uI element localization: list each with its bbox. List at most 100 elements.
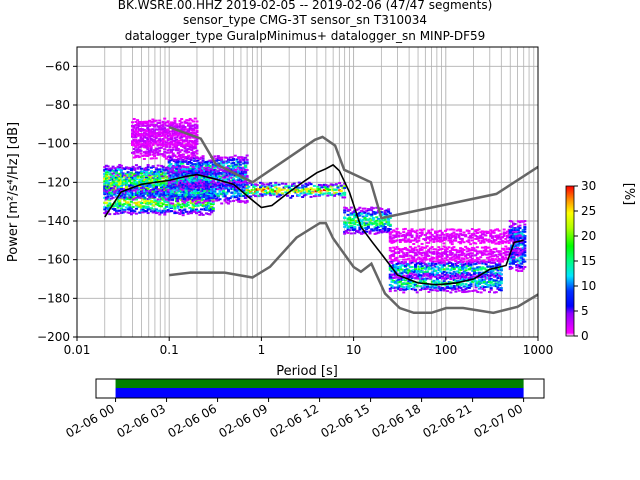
density-cell	[153, 119, 157, 122]
density-cell	[242, 172, 246, 175]
density-cell	[201, 182, 205, 185]
density-cell	[309, 183, 313, 186]
density-cell	[439, 252, 443, 255]
density-cell	[437, 267, 441, 270]
density-cell	[156, 176, 160, 179]
density-cell	[146, 168, 150, 171]
density-cell	[146, 152, 150, 155]
density-cell	[360, 209, 364, 212]
density-cell	[156, 170, 160, 173]
density-cell	[398, 268, 402, 271]
density-cell	[132, 156, 136, 159]
density-cell	[108, 167, 112, 170]
density-cell	[134, 207, 138, 210]
density-cell	[136, 130, 140, 133]
density-cell	[132, 126, 136, 129]
density-cell	[469, 263, 473, 266]
density-cell	[306, 192, 310, 195]
density-cell	[137, 141, 141, 144]
density-cell	[174, 171, 178, 174]
density-cell	[200, 199, 204, 202]
density-cell	[491, 283, 495, 286]
density-cell	[430, 262, 434, 265]
density-cell	[164, 188, 168, 191]
density-cell	[177, 158, 181, 161]
density-cell	[245, 182, 249, 185]
density-cell	[189, 159, 193, 162]
density-cell	[139, 127, 143, 130]
density-cell	[154, 208, 158, 211]
density-cell	[114, 176, 118, 179]
density-cell	[462, 270, 466, 273]
density-cell	[442, 289, 446, 292]
density-cell	[221, 190, 225, 193]
density-cell	[363, 207, 367, 210]
density-cell	[184, 205, 188, 208]
density-cell	[131, 151, 135, 154]
density-cell	[215, 199, 219, 202]
density-cell	[407, 229, 411, 232]
density-cell	[476, 260, 480, 263]
density-cell	[136, 166, 140, 169]
density-cell	[138, 211, 142, 214]
density-cell	[311, 188, 315, 191]
density-cell	[134, 192, 138, 195]
density-cell	[175, 131, 179, 134]
density-cell	[116, 173, 120, 176]
density-cell	[216, 199, 220, 202]
density-cell	[151, 193, 155, 196]
density-cell	[456, 287, 460, 290]
density-cell	[459, 263, 463, 266]
density-cell	[146, 146, 150, 149]
density-cell	[167, 155, 171, 158]
density-cell	[146, 123, 150, 126]
density-cell	[179, 168, 183, 171]
density-cell	[472, 267, 476, 270]
density-cell	[259, 186, 263, 189]
density-cell	[232, 165, 236, 168]
density-cell	[139, 167, 143, 170]
density-cell	[198, 196, 202, 199]
density-cell	[442, 277, 446, 280]
density-cell	[260, 195, 264, 198]
density-cell	[191, 183, 195, 186]
density-cell	[131, 209, 135, 212]
density-cell	[199, 172, 203, 175]
density-cell	[412, 258, 416, 261]
density-cell	[129, 192, 133, 195]
density-cell	[137, 132, 141, 135]
density-cell	[218, 190, 222, 193]
density-cell	[153, 140, 157, 143]
density-cell	[201, 169, 205, 172]
density-cell	[371, 207, 375, 210]
density-cell	[201, 204, 205, 207]
density-cell	[472, 289, 476, 292]
density-cell	[138, 178, 142, 181]
density-cell	[182, 166, 186, 169]
density-cell	[240, 179, 244, 182]
density-cell	[139, 152, 143, 155]
density-cell	[124, 172, 128, 175]
density-cell	[201, 190, 205, 193]
density-cell	[326, 188, 330, 191]
density-cell	[220, 175, 224, 178]
density-cell	[208, 162, 212, 165]
density-cell	[456, 283, 460, 286]
density-cell	[442, 251, 446, 254]
density-cell	[445, 271, 449, 274]
density-cell	[370, 222, 374, 225]
density-cell	[159, 146, 163, 149]
density-cell	[393, 248, 397, 251]
density-cell	[156, 209, 160, 212]
density-cell	[385, 231, 389, 234]
density-cell	[153, 133, 157, 136]
density-cell	[403, 239, 407, 242]
density-cell	[228, 173, 232, 176]
density-cell	[169, 158, 173, 161]
density-cell	[104, 206, 108, 209]
density-cell	[395, 266, 399, 269]
density-cell	[252, 192, 256, 195]
density-cell	[425, 255, 429, 258]
density-cell	[158, 209, 162, 212]
density-cell	[171, 143, 175, 146]
